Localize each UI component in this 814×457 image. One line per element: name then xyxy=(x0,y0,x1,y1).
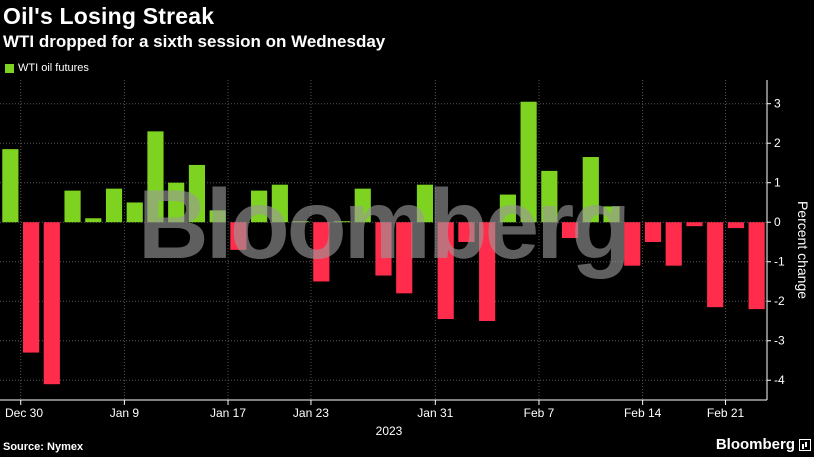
bar xyxy=(188,164,206,223)
bar xyxy=(105,188,123,223)
bar xyxy=(271,184,288,223)
bar xyxy=(292,221,309,223)
bar xyxy=(251,190,268,223)
x-tick-label: Jan 17 xyxy=(210,406,246,420)
bar xyxy=(603,206,620,223)
bar xyxy=(561,222,579,239)
bar xyxy=(85,218,102,223)
bar xyxy=(686,222,703,227)
bar xyxy=(499,194,516,223)
source-note: Source: Nymex xyxy=(3,441,84,453)
bar xyxy=(126,202,143,223)
bar xyxy=(748,222,765,310)
y-tick-label: 3 xyxy=(774,97,781,111)
x-tick-label: Dec 30 xyxy=(5,406,43,420)
y-tick-label: 0 xyxy=(774,215,781,229)
y-tick-label: -3 xyxy=(774,334,785,348)
bar xyxy=(2,149,19,223)
watermark: Bloomberg xyxy=(138,169,628,279)
bar xyxy=(333,221,351,223)
bar xyxy=(727,222,744,229)
brand-name: Bloomberg xyxy=(715,436,795,453)
y-tick-label: 1 xyxy=(774,176,781,190)
bar xyxy=(665,222,682,266)
bar xyxy=(479,222,496,321)
x-tick-label: Jan 23 xyxy=(293,406,329,420)
bar xyxy=(458,222,475,242)
bloomberg-logo: Bloomberg xyxy=(716,436,811,453)
y-tick-label: -2 xyxy=(774,294,785,308)
bar xyxy=(64,190,81,223)
bar xyxy=(396,222,413,294)
bar xyxy=(209,210,226,223)
x-tick-label: Jan 9 xyxy=(110,406,140,420)
bar xyxy=(582,157,599,223)
x-tick-label: Feb 21 xyxy=(707,406,745,420)
y-ticks: 3 2 1 0 -1 -2 -3 -4 xyxy=(767,97,785,387)
y-tick-label: 2 xyxy=(774,136,781,150)
bar xyxy=(375,222,392,276)
x-tick-label: Feb 14 xyxy=(624,406,662,420)
bar xyxy=(230,222,247,250)
bar xyxy=(437,222,454,320)
bars xyxy=(2,101,765,385)
bar xyxy=(168,182,185,223)
bar xyxy=(313,222,330,282)
x-ticks: Dec 30 Jan 9 Jan 17 Jan 23 Jan 31 Feb 7 Feb 14… xyxy=(5,400,745,420)
chart-title: Oil's Losing Streak xyxy=(3,3,215,29)
bar xyxy=(520,101,537,223)
bar xyxy=(624,222,641,266)
bar xyxy=(541,170,558,223)
chart-subtitle: WTI dropped for a sixth session on Wedne… xyxy=(3,32,386,51)
bar xyxy=(147,131,164,223)
y-tick-label: -4 xyxy=(774,373,785,387)
bar xyxy=(707,222,724,308)
x-tick-label: Feb 7 xyxy=(524,406,555,420)
legend-label: WTI oil futures xyxy=(18,62,89,74)
legend-swatch xyxy=(5,63,14,73)
bloomberg-terminal-icon xyxy=(799,438,811,451)
bar xyxy=(416,184,434,223)
year-label: 2023 xyxy=(376,424,403,438)
y-tick-label: -1 xyxy=(774,255,785,269)
bar xyxy=(23,222,40,353)
y-axis-label: Percent change xyxy=(795,201,811,299)
bar xyxy=(644,222,662,242)
bar xyxy=(43,222,60,385)
bar xyxy=(354,188,371,223)
x-tick-label: Jan 31 xyxy=(417,406,453,420)
legend: WTI oil futures xyxy=(5,62,89,74)
